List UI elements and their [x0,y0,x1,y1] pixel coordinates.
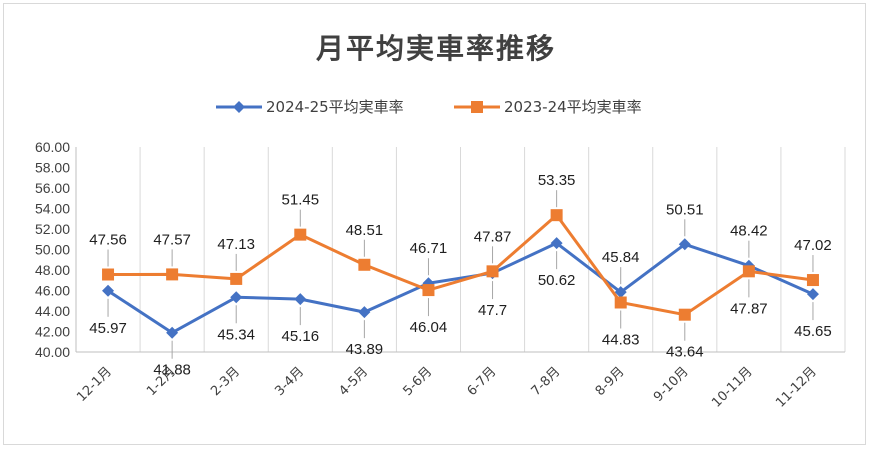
x-tick-label: 7-8月 [529,364,564,399]
data-label: 41.88 [153,362,191,379]
data-label: 45.97 [89,320,127,337]
legend-marker-series-2 [471,101,483,113]
chart-frame [3,3,866,445]
y-tick-label: 46.00 [35,283,70,299]
data-point-series-2 [102,268,115,281]
data-label: 47.87 [730,300,768,317]
gridlines [75,147,846,352]
x-tick-label: 5-6月 [400,364,435,399]
legend-item-series-1: 2024-25平均実車率 [216,98,404,116]
data-label: 44.83 [602,331,640,348]
y-tick-label: 40.00 [35,344,70,360]
y-tick-label: 58.00 [35,160,70,176]
x-tick-label: 3-4月 [272,364,307,399]
data-label: 46.71 [410,240,448,257]
data-label: 51.45 [282,192,320,209]
legend-label-series-1: 2024-25平均実車率 [266,98,404,116]
data-point-series-2 [486,265,499,278]
data-point-series-1 [358,306,371,319]
x-tick-label: 4-5月 [336,364,371,399]
data-point-series-1 [294,293,307,306]
x-tick-label: 9-10月 [651,364,692,405]
y-tick-label: 54.00 [35,201,70,217]
legend-label-series-2: 2023-24平均実車率 [504,98,642,116]
x-tick-label: 6-7月 [465,364,500,399]
data-label: 50.62 [538,272,576,289]
data-label: 50.51 [666,201,704,218]
data-label: 43.64 [666,344,704,361]
series-layer [102,209,819,339]
legend: 2024-25平均実車率 2023-24平均実車率 [216,98,642,116]
data-label: 45.34 [217,326,255,343]
x-tick-label: 11-12月 [773,364,820,411]
y-tick-label: 48.00 [35,262,70,278]
y-tick-label: 44.00 [35,303,70,319]
data-point-series-2 [614,296,627,309]
x-tick-label: 2-3月 [208,364,243,399]
data-label: 47.02 [794,237,832,254]
data-point-series-2 [678,308,691,321]
data-point-series-2 [230,272,243,285]
data-point-series-1 [166,326,179,339]
data-point-series-1 [806,288,819,301]
x-tick-label: 8-9月 [593,364,628,399]
data-point-series-2 [806,274,819,287]
data-point-series-2 [742,265,755,278]
data-label: 48.51 [346,222,384,239]
data-label: 45.65 [794,323,832,340]
data-label: 47.57 [153,231,191,248]
series-line-1 [107,241,814,335]
data-label: 47.87 [474,228,512,245]
data-label: 53.35 [538,172,576,189]
data-point-series-2 [166,268,179,281]
data-point-series-1 [230,291,243,304]
data-label: 48.42 [730,223,768,240]
y-tick-label: 42.00 [35,324,70,340]
data-point-series-1 [678,238,691,251]
legend-item-series-2: 2023-24平均実車率 [454,98,642,116]
data-label: 47.13 [217,236,255,253]
data-label: 45.84 [602,249,640,266]
data-point-series-1 [102,284,115,297]
data-label: 47.56 [89,232,127,249]
data-label: 46.04 [410,319,448,336]
y-tick-label: 60.00 [35,139,70,155]
data-point-series-2 [550,209,563,222]
data-label: 45.16 [282,328,320,345]
data-point-series-1 [614,286,627,299]
data-point-series-2 [422,284,435,297]
data-point-series-2 [294,228,307,241]
x-tick-label: 10-11月 [709,364,756,411]
y-tick-label: 50.00 [35,242,70,258]
x-tick-label: 12-1月 [74,364,115,405]
chart-title: 月平均実車率推移 [315,32,556,65]
data-point-series-2 [358,258,371,271]
data-label: 43.89 [346,341,384,358]
data-labels: 45.97 41.88 45.34 45.16 43.89 46.71 47.7 50.62 4… [89,172,831,379]
data-point-series-1 [550,237,563,250]
y-tick-label: 56.00 [35,180,70,196]
series-line-2 [108,213,814,317]
y-tick-label: 52.00 [35,221,70,237]
data-label: 47.7 [478,302,507,319]
legend-marker-series-1 [233,101,245,113]
